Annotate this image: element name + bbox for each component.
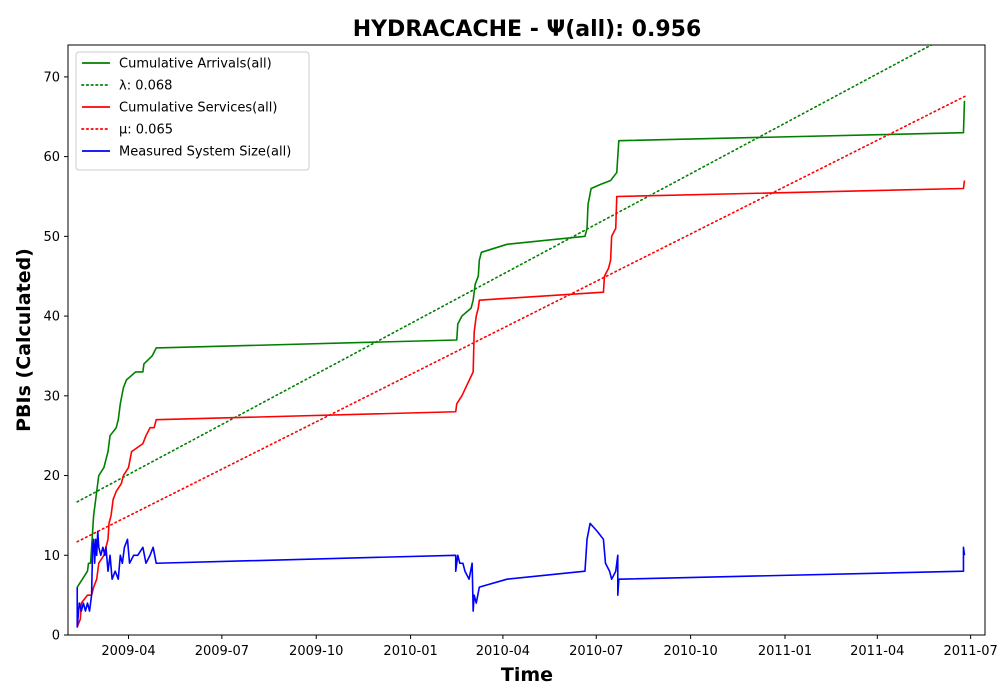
y-tick-label: 50 <box>43 230 60 245</box>
legend-label: λ: 0.068 <box>119 79 172 94</box>
y-tick-label: 40 <box>43 310 60 325</box>
y-tick-label: 70 <box>43 70 60 85</box>
legend-label: Cumulative Arrivals(all) <box>119 57 272 72</box>
x-tick-label: 2011-07 <box>943 644 997 659</box>
y-tick-label: 20 <box>43 469 60 484</box>
series-line-1 <box>77 101 964 587</box>
chart-title: HYDRACACHE - Ψ(all): 0.956 <box>353 17 702 42</box>
series-line-5 <box>77 523 964 627</box>
y-axis-label: PBIs (Calculated) <box>13 248 35 432</box>
y-tick-label: 60 <box>43 150 60 165</box>
x-axis-ticks: 2009-04 2009-07 2009-10 2010-01 2010-04 2010-… <box>101 635 997 659</box>
x-tick-label: 2011-04 <box>850 644 904 659</box>
x-tick-label: 2009-07 <box>195 644 249 659</box>
x-tick-label: 2009-10 <box>289 644 343 659</box>
x-tick-label: 2011-01 <box>758 644 812 659</box>
y-axis-ticks: 0 10 20 30 40 50 60 70 <box>43 70 68 643</box>
series-line-3 <box>77 181 964 627</box>
x-tick-label: 2010-01 <box>383 644 437 659</box>
x-tick-label: 2010-04 <box>476 644 530 659</box>
y-tick-label: 0 <box>52 629 60 644</box>
x-tick-label: 2010-07 <box>569 644 623 659</box>
legend-label: μ: 0.065 <box>119 123 173 138</box>
legend-label: Cumulative Services(all) <box>119 101 277 116</box>
y-tick-label: 30 <box>43 389 60 404</box>
x-axis-label: Time <box>501 664 553 686</box>
legend-label: Measured System Size(all) <box>119 145 291 160</box>
legend: Cumulative Arrivals(all) λ: 0.068 Cumulati… <box>76 52 309 170</box>
x-tick-label: 2010-10 <box>663 644 717 659</box>
x-tick-label: 2009-04 <box>101 644 155 659</box>
y-tick-label: 10 <box>43 549 60 564</box>
